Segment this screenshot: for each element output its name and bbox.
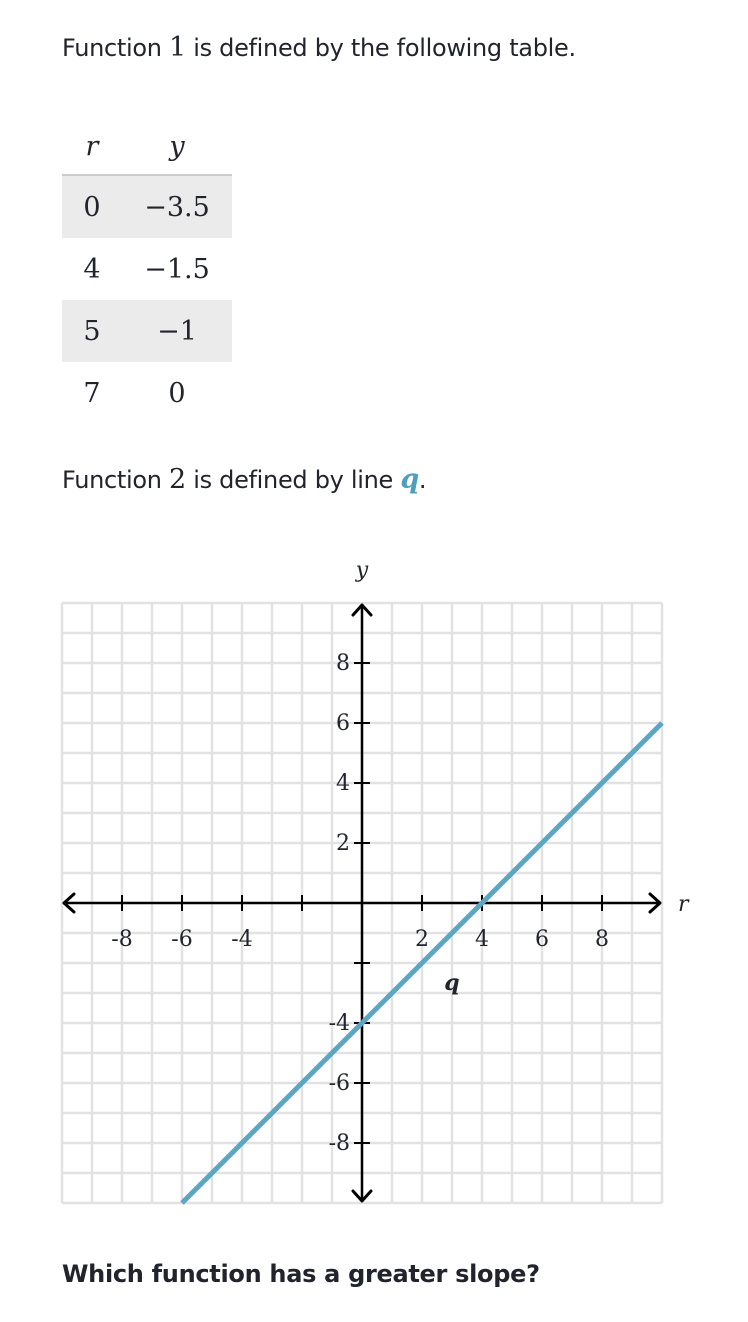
line-name: q	[400, 464, 419, 495]
y-tick-label: -6	[329, 1071, 350, 1096]
math: 2	[169, 464, 186, 495]
text: is defined by line	[185, 466, 401, 494]
cell: −3.5	[122, 175, 232, 238]
cell: 0	[62, 175, 122, 238]
y-tick-label: 4	[336, 771, 350, 796]
header-cell: y	[122, 118, 232, 176]
axis-arrow	[351, 603, 373, 617]
row: 5 −1	[62, 300, 232, 362]
cell: −1.5	[144, 253, 210, 285]
line-q	[180, 721, 664, 1205]
text: .	[418, 466, 427, 494]
x-tick-label: 6	[535, 927, 549, 952]
y-tick-label: 8	[336, 651, 350, 676]
cell: 7	[83, 377, 101, 409]
x-tick-label: -8	[111, 927, 132, 952]
text: Function	[62, 466, 170, 494]
x-tick-label: -6	[171, 927, 192, 952]
x-tick-label: 2	[415, 927, 429, 952]
math: 1	[169, 32, 186, 63]
x-tick-label: 8	[595, 927, 609, 952]
axis-label: r	[678, 892, 690, 917]
cell: 0	[168, 377, 186, 409]
row: 0 −3.5	[62, 175, 232, 238]
cell: 4	[83, 253, 101, 285]
line-label: q	[444, 970, 459, 996]
y-tick-label: -4	[329, 1011, 350, 1036]
axis-label: y	[355, 558, 369, 583]
y-tick-label: 2	[336, 831, 350, 856]
text: is defined by the following table.	[185, 34, 576, 62]
axis-arrow	[62, 892, 76, 914]
text: Function	[62, 34, 170, 62]
intro-text: Function 2 is defined by line q.	[62, 464, 427, 495]
axis-arrow	[648, 892, 662, 914]
row: 4 −1.5	[62, 238, 232, 300]
axis-arrow	[351, 1189, 373, 1203]
y-tick-label: 6	[336, 711, 350, 736]
x-tick-label: -4	[231, 927, 252, 952]
question: Which function has a greater slope?	[62, 1260, 540, 1288]
header-cell: r	[62, 118, 122, 176]
y-tick-label: -8	[329, 1131, 350, 1156]
cell: −1	[122, 300, 232, 362]
cell: 5	[62, 300, 122, 362]
intro-text: Function 1 is defined by the following t…	[62, 32, 576, 63]
x-tick-label: 4	[475, 927, 489, 952]
